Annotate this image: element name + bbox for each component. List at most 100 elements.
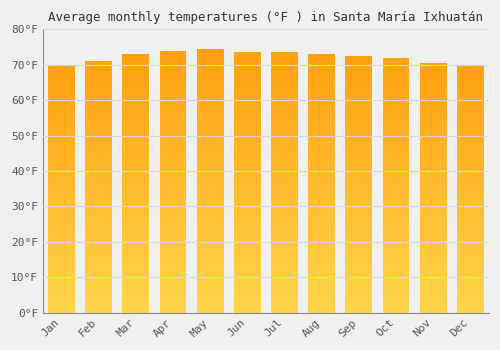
Bar: [122, 203, 149, 204]
Bar: [308, 287, 335, 288]
Bar: [197, 166, 224, 168]
Bar: [48, 294, 75, 295]
Bar: [48, 98, 75, 99]
Bar: [48, 114, 75, 116]
Bar: [271, 237, 298, 238]
Bar: [160, 179, 186, 180]
Bar: [234, 172, 260, 174]
Bar: [420, 253, 446, 254]
Bar: [271, 127, 298, 128]
Bar: [271, 107, 298, 108]
Bar: [48, 307, 75, 308]
Bar: [308, 270, 335, 271]
Bar: [160, 246, 186, 247]
Bar: [197, 277, 224, 278]
Bar: [48, 248, 75, 250]
Bar: [234, 254, 260, 256]
Bar: [197, 203, 224, 204]
Bar: [420, 98, 446, 99]
Bar: [308, 275, 335, 276]
Bar: [197, 237, 224, 239]
Bar: [48, 247, 75, 248]
Bar: [420, 97, 446, 98]
Bar: [197, 77, 224, 78]
Bar: [308, 187, 335, 189]
Bar: [122, 178, 149, 180]
Bar: [457, 301, 483, 303]
Bar: [160, 300, 186, 301]
Bar: [308, 170, 335, 172]
Bar: [86, 176, 112, 177]
Bar: [122, 262, 149, 264]
Bar: [160, 306, 186, 307]
Bar: [160, 301, 186, 302]
Bar: [308, 89, 335, 90]
Bar: [122, 155, 149, 156]
Bar: [308, 204, 335, 205]
Bar: [308, 261, 335, 262]
Bar: [382, 250, 409, 251]
Bar: [234, 261, 260, 262]
Bar: [160, 167, 186, 169]
Bar: [271, 100, 298, 102]
Bar: [197, 173, 224, 174]
Bar: [382, 308, 409, 309]
Bar: [271, 99, 298, 100]
Bar: [48, 282, 75, 283]
Bar: [197, 303, 224, 305]
Bar: [86, 225, 112, 226]
Bar: [234, 132, 260, 133]
Bar: [122, 257, 149, 258]
Bar: [271, 265, 298, 266]
Bar: [234, 267, 260, 268]
Bar: [457, 246, 483, 247]
Bar: [160, 112, 186, 113]
Bar: [197, 216, 224, 218]
Bar: [346, 198, 372, 200]
Bar: [86, 155, 112, 157]
Bar: [197, 67, 224, 69]
Bar: [346, 186, 372, 187]
Bar: [160, 216, 186, 217]
Bar: [86, 167, 112, 168]
Bar: [234, 189, 260, 190]
Bar: [457, 257, 483, 258]
Bar: [457, 142, 483, 143]
Bar: [160, 245, 186, 246]
Bar: [122, 99, 149, 101]
Bar: [457, 250, 483, 251]
Bar: [160, 158, 186, 159]
Bar: [382, 258, 409, 259]
Bar: [420, 63, 446, 64]
Bar: [271, 201, 298, 202]
Bar: [457, 214, 483, 215]
Bar: [234, 71, 260, 72]
Bar: [160, 128, 186, 129]
Bar: [122, 54, 149, 56]
Bar: [346, 135, 372, 137]
Bar: [382, 240, 409, 241]
Bar: [197, 182, 224, 183]
Bar: [420, 125, 446, 127]
Bar: [346, 214, 372, 215]
Bar: [160, 180, 186, 182]
Bar: [346, 133, 372, 134]
Bar: [122, 253, 149, 254]
Bar: [234, 266, 260, 267]
Bar: [420, 283, 446, 284]
Bar: [48, 259, 75, 261]
Bar: [160, 141, 186, 142]
Bar: [197, 132, 224, 133]
Bar: [271, 259, 298, 261]
Bar: [48, 243, 75, 245]
Bar: [122, 198, 149, 199]
Bar: [457, 185, 483, 186]
Bar: [86, 170, 112, 172]
Bar: [234, 112, 260, 114]
Bar: [346, 70, 372, 71]
Bar: [308, 138, 335, 140]
Bar: [160, 309, 186, 310]
Bar: [234, 88, 260, 89]
Bar: [420, 218, 446, 219]
Bar: [234, 116, 260, 118]
